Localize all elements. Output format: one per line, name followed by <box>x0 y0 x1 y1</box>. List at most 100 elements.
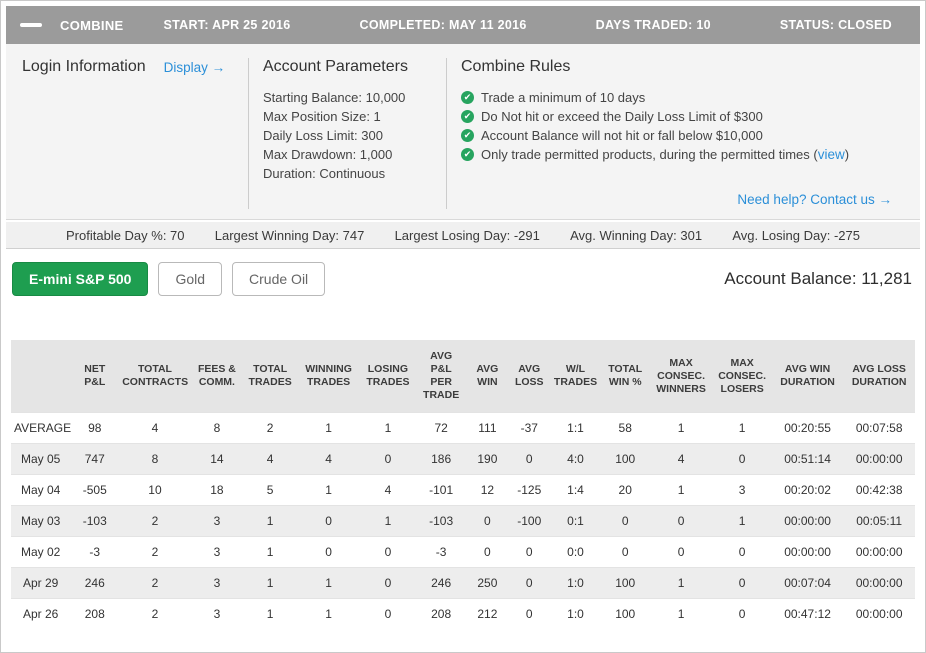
param-max-drawdown: Max Drawdown: 1,000 <box>263 147 393 162</box>
table-cell: 190 <box>466 443 509 475</box>
table-row: May 04 -505 10 18 5 1 4 -101 12 -125 1:4 20 1 3 00:20:… <box>11 474 915 506</box>
table-cell: 00:47:12 <box>771 598 844 630</box>
table-cell: 00:51:14 <box>771 443 844 475</box>
table-cell: 208 <box>415 598 467 630</box>
table-cell: 00:07:58 <box>843 412 915 444</box>
rule-item: ✔ Trade a minimum of 10 days <box>461 88 896 107</box>
table-cell: 0 <box>359 443 416 475</box>
tab-emini-sp500[interactable]: E-mini S&P 500 <box>12 262 149 296</box>
table-header-cell: AVG WIN DURATION <box>771 340 844 413</box>
table-header-cell: LOSING TRADES <box>359 340 416 413</box>
summary-stats-bar: Profitable Day %: 70 Largest Winning Day… <box>6 221 920 249</box>
table-header-cell <box>11 340 71 413</box>
table-cell: 0 <box>297 536 360 568</box>
topbar-title: COMBINE <box>60 17 124 33</box>
table-cell: 00:00:00 <box>771 536 844 568</box>
table-cell: 4 <box>649 443 713 475</box>
table-cell: 0 <box>508 567 551 599</box>
table-cell: 1 <box>712 412 772 444</box>
table-cell: 100 <box>600 598 650 630</box>
row-label: May 02 <box>11 536 71 568</box>
table-cell: -3 <box>415 536 467 568</box>
info-panel: Login Information Display → Account Para… <box>6 44 920 220</box>
table-cell: -103 <box>415 505 467 537</box>
stat-largest-losing-day: Largest Losing Day: -291 <box>394 227 540 243</box>
table-cell: 0 <box>712 443 772 475</box>
table-header-cell: AVG WIN <box>466 340 509 413</box>
table-header-cell: MAX CONSEC. LOSERS <box>712 340 772 413</box>
table-cell: 0 <box>466 536 509 568</box>
param-starting-balance: Starting Balance: 10,000 <box>263 90 406 105</box>
topbar-days-traded: DAYS TRADED: 10 <box>595 18 711 32</box>
display-link[interactable]: Display → <box>163 60 226 75</box>
table-cell: 100 <box>600 567 650 599</box>
combine-rules-heading: Combine Rules <box>461 58 571 75</box>
table-header-cell: NET P&L <box>70 340 120 413</box>
table-cell: 00:05:11 <box>843 505 915 537</box>
table-cell: 8 <box>119 443 191 475</box>
table-cell: 1:1 <box>550 412 601 444</box>
table-cell: 3 <box>190 536 244 568</box>
row-label: May 05 <box>11 443 71 475</box>
tab-crude-oil[interactable]: Crude Oil <box>232 262 326 296</box>
tab-gold[interactable]: Gold <box>158 262 223 296</box>
table-cell: 100 <box>600 443 650 475</box>
contact-us-link[interactable]: Need help? Contact us → <box>737 192 892 207</box>
table-cell: -3 <box>70 536 120 568</box>
table-header-cell: TOTAL CONTRACTS <box>119 340 191 413</box>
table-cell: 1 <box>649 412 713 444</box>
table-cell: 3 <box>712 474 772 506</box>
table-cell: 0 <box>600 505 650 537</box>
row-label: May 04 <box>11 474 71 506</box>
table-cell: -37 <box>508 412 551 444</box>
table-cell: 1:4 <box>550 474 601 506</box>
table-cell: 10 <box>119 474 191 506</box>
table-cell: 14 <box>190 443 244 475</box>
table-cell: 0 <box>297 505 360 537</box>
stat-avg-losing-day: Avg. Losing Day: -275 <box>732 227 860 243</box>
stat-profitable-day-pct: Profitable Day %: 70 <box>66 227 185 243</box>
table-cell: 1 <box>649 474 713 506</box>
table-cell: 00:00:00 <box>771 505 844 537</box>
rule-text: Do Not hit or exceed the Daily Loss Limi… <box>481 109 763 124</box>
table-cell: 0 <box>649 536 713 568</box>
table-cell: 00:00:00 <box>843 567 915 599</box>
rule-text: Account Balance will not hit or fall bel… <box>481 128 763 143</box>
table-cell: 208 <box>70 598 120 630</box>
table-cell: 1:0 <box>550 598 601 630</box>
table-cell: 1 <box>243 505 298 537</box>
table-header-cell: MAX CONSEC. WINNERS <box>649 340 713 413</box>
table-body: AVERAGE 98 4 8 2 1 1 72 111 -37 1:1 58 1 1 00:20:55 00:… <box>11 412 915 630</box>
table-cell: 0 <box>466 505 509 537</box>
minimize-icon[interactable] <box>20 18 44 32</box>
table-cell: 4 <box>243 443 298 475</box>
table-header-cell: AVG P&L PER TRADE <box>415 340 467 413</box>
table-cell: 1 <box>297 567 360 599</box>
table-cell: 0 <box>600 536 650 568</box>
check-icon: ✔ <box>461 129 474 142</box>
table-cell: 3 <box>190 567 244 599</box>
table-cell: 00:00:00 <box>843 598 915 630</box>
table-cell: 2 <box>243 412 298 444</box>
table-cell: 250 <box>466 567 509 599</box>
stat-largest-winning-day: Largest Winning Day: 747 <box>214 227 365 243</box>
table-cell: 20 <box>600 474 650 506</box>
table-header-cell: W/L TRADES <box>550 340 601 413</box>
table-cell: 1 <box>243 567 298 599</box>
table-row: Apr 29 246 2 3 1 1 0 246 250 0 1:0 100 1 0 00:07:04 00:… <box>11 567 915 599</box>
table-row: AVERAGE 98 4 8 2 1 1 72 111 -37 1:1 58 1 1 00:20:55 00:… <box>11 412 915 444</box>
view-link[interactable]: view <box>817 147 845 162</box>
table-cell: 212 <box>466 598 509 630</box>
stat-avg-winning-day: Avg. Winning Day: 301 <box>570 227 703 243</box>
table-cell: 1 <box>297 412 360 444</box>
table-cell: 4:0 <box>550 443 601 475</box>
table-cell: 0 <box>359 536 416 568</box>
table-cell: 0 <box>649 505 713 537</box>
table-cell: 18 <box>190 474 244 506</box>
table-cell: 0 <box>712 567 772 599</box>
param-max-position-size: Max Position Size: 1 <box>263 109 381 124</box>
table-cell: 72 <box>415 412 467 444</box>
table-cell: 00:20:55 <box>771 412 844 444</box>
table-cell: 1:0 <box>550 567 601 599</box>
